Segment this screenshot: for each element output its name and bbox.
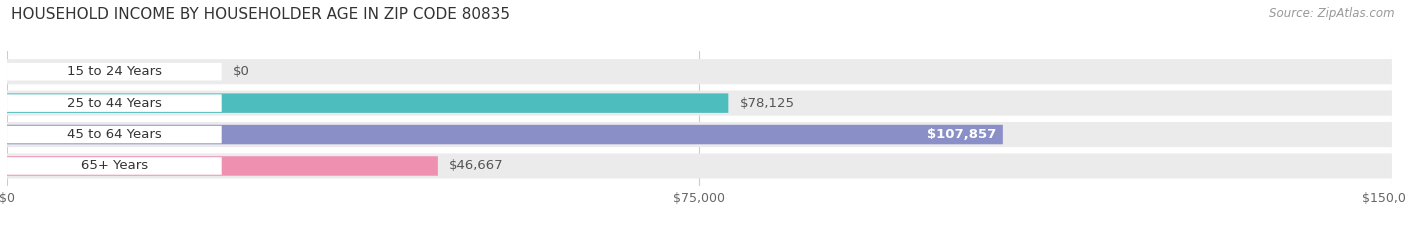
- FancyBboxPatch shape: [7, 122, 1392, 147]
- FancyBboxPatch shape: [7, 126, 222, 143]
- FancyBboxPatch shape: [7, 125, 1002, 144]
- Text: 45 to 64 Years: 45 to 64 Years: [67, 128, 162, 141]
- FancyBboxPatch shape: [7, 156, 437, 176]
- Text: $78,125: $78,125: [740, 97, 794, 110]
- FancyBboxPatch shape: [7, 91, 1392, 116]
- Text: 15 to 24 Years: 15 to 24 Years: [67, 65, 162, 78]
- Text: $107,857: $107,857: [927, 128, 995, 141]
- FancyBboxPatch shape: [7, 153, 1392, 178]
- Text: 65+ Years: 65+ Years: [80, 159, 148, 172]
- FancyBboxPatch shape: [7, 59, 1392, 84]
- Text: 25 to 44 Years: 25 to 44 Years: [67, 97, 162, 110]
- Text: HOUSEHOLD INCOME BY HOUSEHOLDER AGE IN ZIP CODE 80835: HOUSEHOLD INCOME BY HOUSEHOLDER AGE IN Z…: [11, 7, 510, 22]
- FancyBboxPatch shape: [7, 93, 728, 113]
- Text: Source: ZipAtlas.com: Source: ZipAtlas.com: [1270, 7, 1395, 20]
- FancyBboxPatch shape: [7, 157, 222, 175]
- FancyBboxPatch shape: [7, 94, 222, 112]
- FancyBboxPatch shape: [7, 63, 222, 80]
- Text: $0: $0: [233, 65, 250, 78]
- Text: $46,667: $46,667: [449, 159, 503, 172]
